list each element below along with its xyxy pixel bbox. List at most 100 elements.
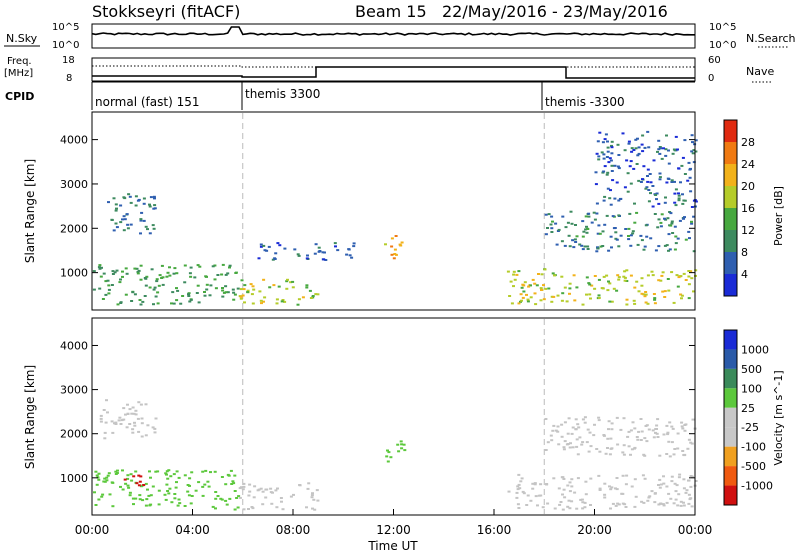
data-cell [692, 161, 696, 164]
data-cell [682, 454, 686, 457]
velocity-colorbar-swatch [724, 330, 737, 350]
data-cell [241, 294, 245, 297]
data-cell [144, 403, 148, 406]
data-cell [581, 441, 585, 444]
data-cell [560, 275, 564, 278]
data-cell [593, 218, 597, 221]
data-cell [274, 252, 278, 255]
nsky-frame [91, 23, 696, 49]
data-cell [533, 483, 537, 486]
data-cell [581, 220, 585, 223]
data-cell [627, 235, 630, 237]
velocity-colorbar: 1000 500 100 25 -25 -100 -500 -1000 [723, 329, 773, 506]
data-cell [521, 490, 525, 493]
data-cell [546, 502, 550, 505]
data-cell [674, 498, 678, 501]
data-cell [626, 435, 630, 438]
data-cell [680, 164, 684, 167]
data-cell [646, 130, 650, 133]
data-cell [575, 445, 579, 448]
data-cell [517, 270, 521, 273]
data-cell [275, 506, 279, 509]
data-cell [534, 303, 538, 306]
data-cell [526, 298, 530, 301]
data-cell [138, 498, 142, 501]
data-cell [640, 284, 644, 287]
data-cell [568, 282, 572, 285]
data-cell [610, 170, 614, 172]
data-cell [252, 288, 256, 291]
data-cell [669, 497, 673, 500]
data-cell [624, 483, 628, 486]
data-cell [691, 141, 694, 144]
data-cell [321, 251, 325, 254]
data-cell [657, 245, 661, 248]
data-cell [588, 283, 592, 286]
velocity-colorbar-swatch [724, 407, 737, 428]
data-cell [687, 502, 691, 505]
data-cell [310, 494, 314, 497]
data-cell [607, 249, 611, 252]
data-cell [604, 133, 608, 136]
data-cell [629, 244, 633, 247]
nave-tick-bottom: 0 [708, 73, 714, 84]
data-cell [603, 223, 607, 226]
data-cell [670, 441, 674, 444]
data-cell [113, 422, 116, 425]
data-cell [585, 225, 588, 228]
data-cell [533, 482, 537, 485]
data-cell [562, 448, 566, 451]
data-cell [615, 181, 619, 184]
data-cell [239, 295, 243, 298]
data-cell [165, 483, 169, 486]
data-cell [276, 242, 280, 245]
data-cell [314, 243, 318, 246]
data-cell [598, 489, 602, 491]
data-cell [628, 165, 632, 168]
data-cell [400, 241, 404, 244]
data-cell [126, 412, 130, 415]
data-cell [187, 494, 191, 497]
data-cell [684, 491, 688, 494]
data-cell [633, 427, 637, 430]
data-cell [134, 497, 138, 500]
data-cell [658, 478, 662, 481]
data-cell [175, 287, 178, 290]
data-cell [400, 447, 404, 450]
data-cell [526, 494, 530, 497]
data-cell [188, 477, 192, 480]
data-cell [627, 142, 631, 145]
data-cell [603, 195, 607, 198]
data-cell [226, 272, 230, 275]
data-cell [233, 293, 237, 296]
data-cell [617, 278, 621, 281]
data-cell [183, 281, 187, 284]
data-cell [662, 433, 666, 436]
data-cell [113, 271, 117, 274]
data-cell [667, 233, 671, 236]
power-colorbar-swatch [724, 274, 737, 296]
data-cell [558, 503, 562, 506]
data-cell [596, 246, 599, 249]
data-cell [596, 140, 600, 143]
data-cell [630, 448, 634, 451]
data-cell [263, 249, 267, 252]
data-cell [601, 245, 605, 247]
data-cell [645, 235, 649, 238]
power-colorbar-swatch [724, 208, 737, 230]
velocity-colorbar-swatch [724, 388, 737, 408]
data-cell [144, 504, 148, 507]
data-cell [516, 503, 520, 506]
data-cell [678, 473, 682, 476]
data-cell [677, 167, 681, 170]
power-colorbar-frame [723, 119, 738, 297]
data-cell [540, 289, 543, 291]
data-cell [146, 424, 150, 427]
data-cell [603, 493, 607, 496]
data-cell [196, 264, 200, 267]
data-cell [248, 483, 252, 486]
data-cell [557, 443, 561, 446]
data-cell [140, 422, 144, 425]
data-cell [547, 287, 551, 290]
data-cell [619, 197, 623, 200]
